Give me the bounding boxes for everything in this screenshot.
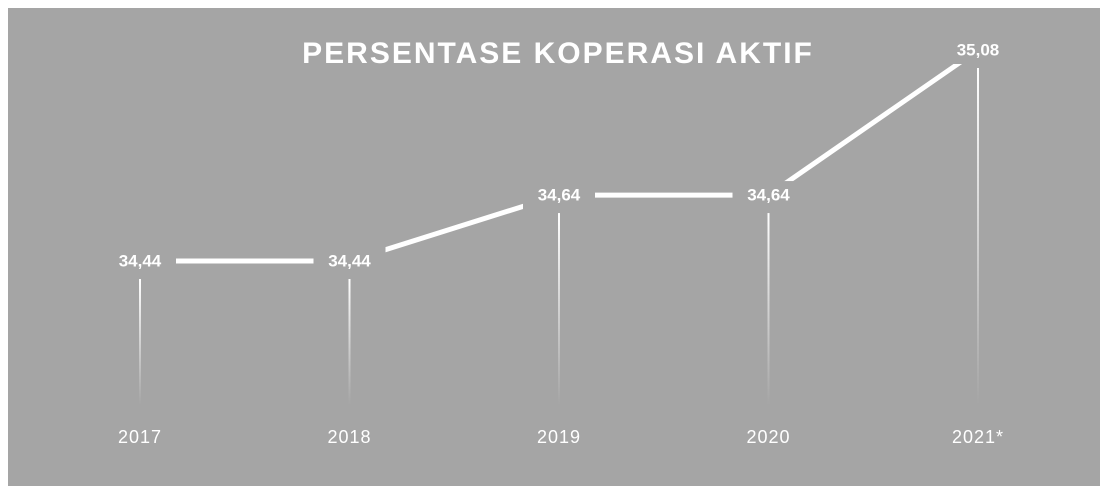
x-tick-label: 2020 xyxy=(746,427,790,447)
data-label: 34,64 xyxy=(538,186,581,205)
data-label: 35,08 xyxy=(957,40,1000,59)
label-background xyxy=(104,247,176,275)
x-tick-label: 2017 xyxy=(118,427,162,447)
data-label: 34,44 xyxy=(119,251,162,270)
x-tick-label: 2018 xyxy=(327,427,371,447)
data-label: 34,64 xyxy=(747,186,790,205)
x-tick-label: 2019 xyxy=(537,427,581,447)
drop-line xyxy=(767,213,770,405)
label-background xyxy=(942,36,1014,64)
label-background xyxy=(523,181,595,210)
drop-line xyxy=(139,279,141,405)
label-background xyxy=(732,181,805,210)
drop-line xyxy=(348,279,351,405)
data-label: 34,44 xyxy=(328,251,371,270)
label-background xyxy=(313,247,386,275)
x-tick-label: 2021* xyxy=(952,427,1004,447)
plot-background xyxy=(8,8,1100,486)
chart-title: PERSENTASE KOPERASI AKTIF xyxy=(302,37,814,70)
drop-line xyxy=(558,213,560,405)
drop-line xyxy=(977,68,979,405)
